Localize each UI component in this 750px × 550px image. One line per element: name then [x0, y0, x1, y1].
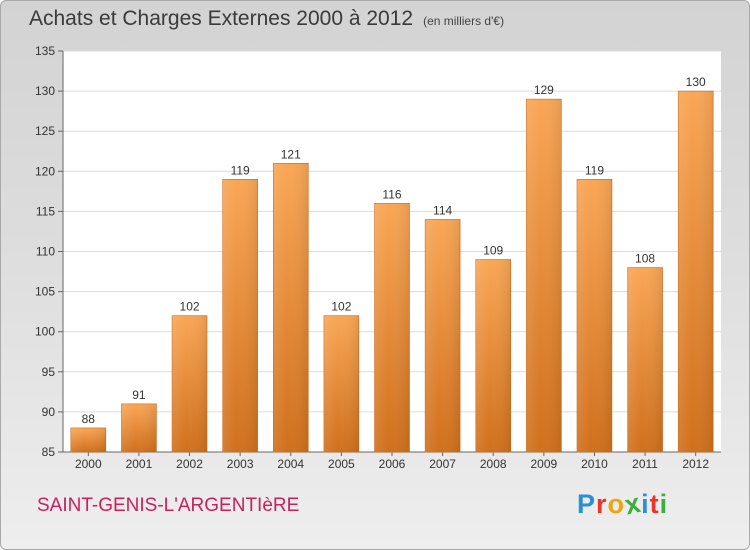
- bar-shine: [374, 203, 410, 452]
- y-tick-label: 130: [35, 84, 55, 98]
- bar-value-label: 129: [534, 83, 554, 97]
- bar-shine: [627, 267, 663, 452]
- logo-letter: i: [641, 489, 650, 519]
- bar-shine: [222, 179, 258, 452]
- x-tick-label: 2005: [328, 457, 355, 471]
- bar-shine: [273, 163, 309, 452]
- y-tick-label: 115: [36, 204, 55, 218]
- bar-value-label: 88: [82, 412, 96, 426]
- bar-shine: [172, 315, 208, 452]
- chart-subtitle: (en milliers d'€): [423, 14, 505, 28]
- y-tick-label: 125: [35, 124, 55, 138]
- bar-value-label: 130: [686, 75, 706, 89]
- y-tick-label: 95: [42, 365, 56, 379]
- bar-value-label: 102: [180, 300, 200, 314]
- y-tick-label: 100: [35, 325, 55, 339]
- bar-shine: [121, 403, 157, 452]
- bar-value-label: 119: [585, 163, 604, 177]
- chart-title-text: Achats et Charges Externes 2000 à 2012: [29, 7, 414, 30]
- bar-value-label: 119: [231, 163, 250, 177]
- bar-value-label: 108: [635, 252, 655, 266]
- x-tick-label: 2009: [530, 457, 557, 471]
- chart-title: Achats et Charges Externes 2000 à 2012 (e…: [29, 7, 504, 31]
- proxiti-logo: Proxiti: [577, 488, 669, 521]
- x-tick-label: 2011: [632, 457, 658, 471]
- logo-letter: r: [596, 489, 608, 519]
- logo-letter: i: [659, 489, 669, 519]
- x-tick-label: 2006: [379, 457, 406, 471]
- bar-value-label: 116: [382, 187, 401, 201]
- bar-shine: [425, 219, 461, 452]
- bar-shine: [678, 91, 714, 452]
- y-tick-label: 110: [36, 245, 55, 259]
- bar-shine: [70, 427, 106, 452]
- x-tick-label: 2001: [126, 457, 153, 471]
- logo-letter: o: [607, 489, 626, 519]
- x-tick-label: 2004: [277, 457, 304, 471]
- y-tick-label: 120: [35, 164, 55, 178]
- bar-value-label: 102: [331, 300, 351, 314]
- y-tick-label: 85: [42, 445, 56, 459]
- x-tick-label: 2002: [176, 457, 203, 471]
- bar-shine: [323, 315, 359, 452]
- x-tick-label: 2000: [75, 457, 102, 471]
- bar-value-label: 114: [433, 203, 452, 217]
- x-tick-label: 2012: [682, 457, 709, 471]
- y-tick-label: 135: [35, 44, 55, 58]
- x-tick-label: 2010: [581, 457, 608, 471]
- bar-value-label: 91: [132, 388, 146, 402]
- x-tick-label: 2007: [429, 457, 456, 471]
- logo-letter: t: [649, 489, 660, 519]
- bar-value-label: 109: [483, 244, 503, 258]
- bar-shine: [475, 259, 511, 452]
- y-tick-label: 105: [35, 285, 55, 299]
- x-tick-label: 2008: [480, 457, 507, 471]
- bar-shine: [576, 179, 612, 452]
- bar-value-label: 121: [281, 147, 301, 161]
- logo-letter: P: [577, 489, 597, 519]
- commune-name: SAINT-GENIS-L'ARGENTIèRE: [37, 495, 300, 516]
- y-tick-label: 90: [42, 405, 56, 419]
- x-tick-label: 2003: [227, 457, 254, 471]
- bar-shine: [526, 99, 562, 453]
